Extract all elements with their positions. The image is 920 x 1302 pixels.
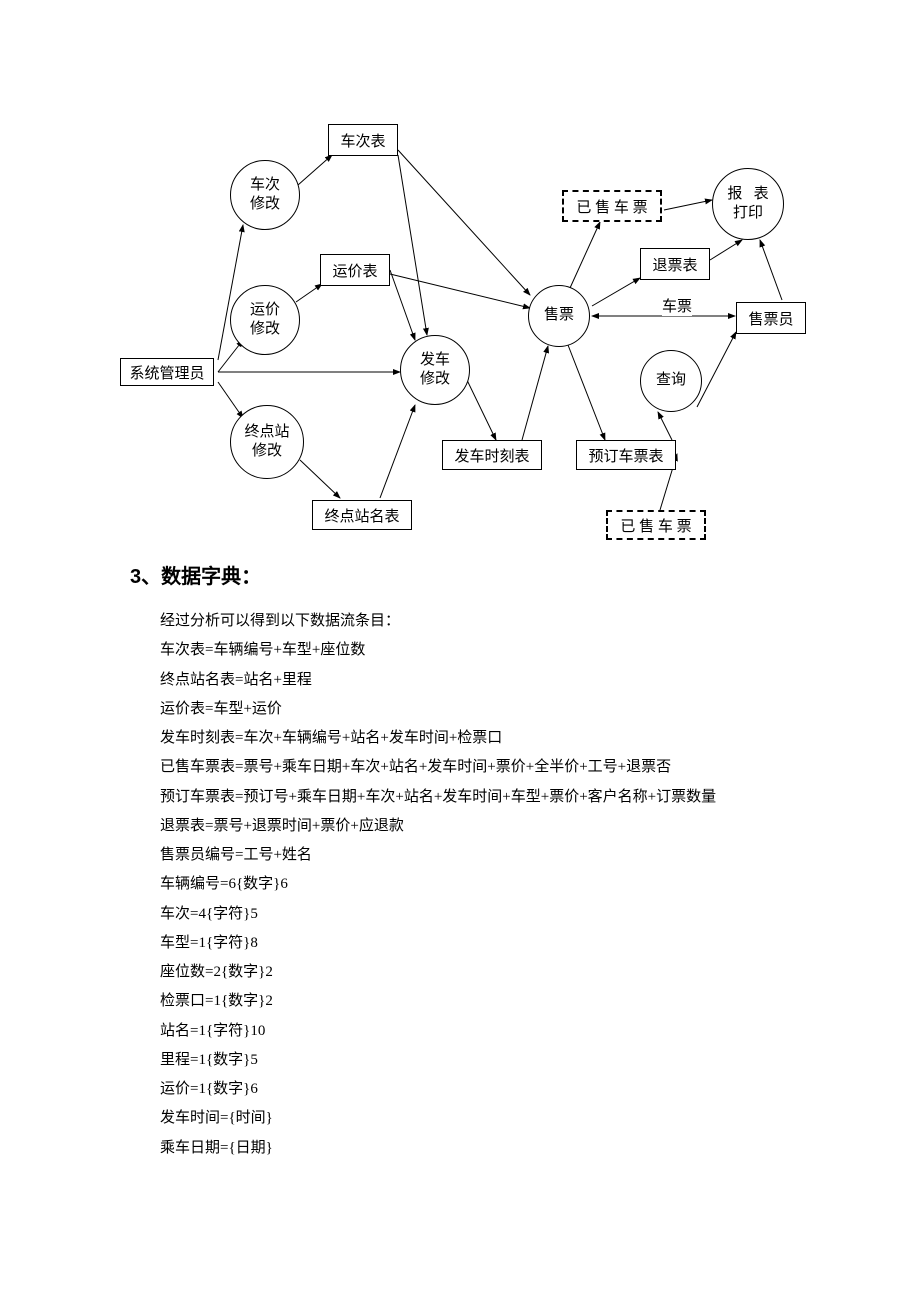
dictionary-line: 发车时间={时间} — [160, 1104, 790, 1133]
dictionary-line: 车次=4{字符}5 — [160, 900, 790, 929]
diagram-node-shoupiaoyuan: 售票员 — [736, 302, 806, 334]
diagram-node-shoupiao: 售票 — [528, 285, 590, 347]
dictionary-line: 车型=1{字符}8 — [160, 929, 790, 958]
dictionary-line: 车次表=车辆编号+车型+座位数 — [160, 636, 790, 665]
dictionary-line: 车辆编号=6{数字}6 — [160, 870, 790, 899]
diagram-node-chechixiugai: 车次 修改 — [230, 160, 300, 230]
diagram-node-baobiao: 报 表 打印 — [712, 168, 784, 240]
dictionary-line: 售票员编号=工号+姓名 — [160, 841, 790, 870]
dictionary-line: 乘车日期={日期} — [160, 1134, 790, 1163]
dictionary-line: 退票表=票号+退票时间+票价+应退款 — [160, 812, 790, 841]
diagram-node-chechibiao: 车次表 — [328, 124, 398, 156]
diagram-node-chaxun: 查询 — [640, 350, 702, 412]
diagram-node-yunjiabiao: 运价表 — [320, 254, 390, 286]
dictionary-line: 发车时刻表=车次+车辆编号+站名+发车时间+检票口 — [160, 724, 790, 753]
dictionary-line: 经过分析可以得到以下数据流条目： — [160, 607, 790, 636]
diagram-node-yunjiaxiugai: 运价 修改 — [230, 285, 300, 355]
dictionary-line: 已售车票表=票号+乘车日期+车次+站名+发车时间+票价+全半价+工号+退票否 — [160, 753, 790, 782]
diagram-node-zdzmingbiao: 终点站名表 — [312, 500, 412, 530]
dictionary-line: 运价表=车型+运价 — [160, 695, 790, 724]
diagram-node-yudingbiao: 预订车票表 — [576, 440, 676, 470]
text-content: 3、数据字典： 经过分析可以得到以下数据流条目：车次表=车辆编号+车型+座位数终… — [0, 560, 920, 1243]
page: 车次表车次 修改已 售 车 票报 表 打印运价表退票表运价 修改售票售票员系统管… — [0, 0, 920, 1243]
diagram-node-zdzxiugai: 终点站 修改 — [230, 405, 304, 479]
diagram-node-fachexiugai: 发车 修改 — [400, 335, 470, 405]
dictionary-line: 检票口=1{数字}2 — [160, 987, 790, 1016]
dataflow-diagram: 车次表车次 修改已 售 车 票报 表 打印运价表退票表运价 修改售票售票员系统管… — [0, 0, 920, 540]
diagram-node-yishou2: 已 售 车 票 — [606, 510, 706, 540]
diagram-node-sysadmin: 系统管理员 — [120, 358, 214, 386]
diagram-node-facheshikbiao: 发车时刻表 — [442, 440, 542, 470]
dictionary-line: 运价=1{数字}6 — [160, 1075, 790, 1104]
dictionary-line: 终点站名表=站名+里程 — [160, 666, 790, 695]
section-heading: 3、数据字典： — [130, 560, 790, 589]
dictionary-line: 站名=1{字符}10 — [160, 1017, 790, 1046]
diagram-node-tuipiaobiao: 退票表 — [640, 248, 710, 280]
dictionary-line: 预订车票表=预订号+乘车日期+车次+站名+发车时间+车型+票价+客户名称+订票数… — [160, 783, 790, 812]
diagram-node-yishou1: 已 售 车 票 — [562, 190, 662, 222]
dictionary-line: 里程=1{数字}5 — [160, 1046, 790, 1075]
dictionary-line: 座位数=2{数字}2 — [160, 958, 790, 987]
edge-label: 车票 — [662, 295, 692, 316]
